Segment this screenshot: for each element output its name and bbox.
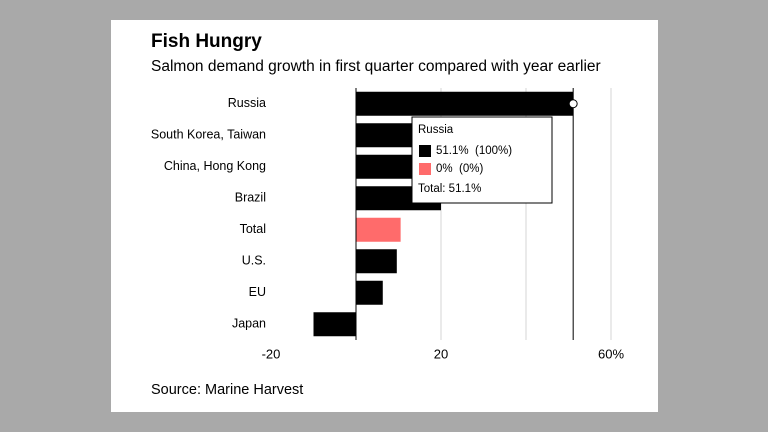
y-tick-label: South Korea, Taiwan (151, 128, 266, 142)
y-tick-label: China, Hong Kong (164, 159, 266, 173)
chart-subtitle: Salmon demand growth in first quarter co… (151, 58, 601, 75)
tooltip-box (411, 116, 553, 204)
x-tick-label: -20 (262, 346, 281, 361)
tooltip-row: 0% (0%) (436, 163, 483, 175)
x-tick-label: 60% (598, 346, 624, 361)
hover-point (568, 99, 578, 109)
tooltip-swatch (419, 145, 431, 157)
bar (356, 91, 574, 116)
tooltip-title: Russia (418, 124, 454, 136)
bar (356, 249, 397, 274)
tooltip-row: 51.1% (100%) (436, 145, 512, 157)
y-tick-label: EU (249, 285, 266, 299)
card (111, 20, 658, 412)
y-tick-label: Japan (232, 317, 266, 331)
chart-title: Fish Hungry (151, 31, 262, 52)
tooltip-swatch (419, 163, 431, 175)
y-tick-label: Total (240, 222, 266, 236)
y-tick-label: Brazil (235, 191, 266, 205)
bar (313, 312, 356, 337)
bar (356, 280, 383, 305)
y-tick-label: U.S. (242, 254, 266, 268)
x-tick-label: 20 (434, 346, 448, 361)
source: Source: Marine Harvest (151, 382, 303, 398)
y-tick-label: Russia (228, 96, 266, 110)
bar (356, 217, 401, 242)
tooltip-total: Total: 51.1% (418, 183, 481, 195)
